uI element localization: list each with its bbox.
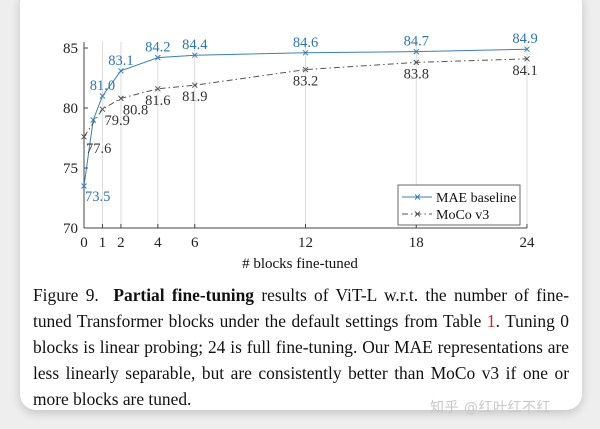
data-point-marker xyxy=(191,52,198,59)
figure-label: Figure 9. xyxy=(33,285,99,305)
data-point-marker xyxy=(524,46,530,53)
data-point-marker xyxy=(81,183,87,189)
data-point-marker xyxy=(99,106,106,113)
x-tick-label: 1 xyxy=(99,235,107,251)
data-label: 84.9 xyxy=(512,31,537,47)
data-label: 83.8 xyxy=(404,66,429,82)
data-label: 83.1 xyxy=(108,53,133,69)
legend-label: MoCo v3 xyxy=(436,208,489,223)
data-point-marker xyxy=(302,49,309,56)
data-point-marker xyxy=(90,117,97,123)
data-point-marker xyxy=(191,82,198,89)
x-tick-label: 18 xyxy=(409,235,424,251)
legend-marker xyxy=(414,211,421,217)
caption-bold: Partial fine-tuning xyxy=(113,285,255,305)
y-tick-label: 85 xyxy=(63,41,78,57)
data-label: 81.6 xyxy=(145,93,170,109)
data-label: 84.4 xyxy=(182,37,208,53)
x-axis-label: # blocks fine-tuned xyxy=(242,256,358,272)
data-label: 83.2 xyxy=(293,74,318,90)
data-label: 81.9 xyxy=(182,89,207,105)
data-label: 84.6 xyxy=(293,35,318,51)
data-point-marker xyxy=(118,67,124,74)
legend-label: MAE baseline xyxy=(436,191,516,206)
x-tick-label: 4 xyxy=(154,235,162,251)
legend-box xyxy=(397,184,521,226)
x-tick-label: 0 xyxy=(80,235,88,251)
data-point-marker xyxy=(81,133,87,140)
figure-caption: Figure 9. Partial fine-tuning results of… xyxy=(33,282,569,412)
data-point-marker xyxy=(154,54,161,61)
data-point-marker xyxy=(413,48,420,55)
legend-marker xyxy=(414,194,421,200)
x-tick-label: 2 xyxy=(117,235,125,251)
data-point-marker xyxy=(302,66,309,73)
data-point-marker xyxy=(154,85,161,92)
data-label: 80.8 xyxy=(123,102,148,118)
data-label: 81.0 xyxy=(90,78,115,94)
table-ref-link[interactable]: 1 xyxy=(486,311,496,331)
y-tick-label: 75 xyxy=(63,161,78,177)
data-point-marker xyxy=(524,55,530,62)
caption-text: results of ViT-L w.r.t. the number of fi… xyxy=(33,285,569,331)
series-line xyxy=(83,58,528,138)
data-point-marker xyxy=(118,95,124,102)
data-label: 84.7 xyxy=(404,34,429,50)
y-tick-label: 70 xyxy=(63,221,78,237)
data-label: 84.2 xyxy=(145,40,170,56)
data-label: 77.6 xyxy=(86,141,111,157)
x-tick-label: 12 xyxy=(298,235,313,251)
data-label: 73.5 xyxy=(85,189,110,205)
data-label: 84.1 xyxy=(512,63,537,79)
x-tick-label: 6 xyxy=(191,235,199,251)
data-label: 79.9 xyxy=(104,113,129,129)
x-tick-label: 24 xyxy=(520,235,536,251)
watermark: 知乎 @红叶红不红 xyxy=(430,400,551,416)
data-point-marker xyxy=(99,93,106,99)
caption-text-2: . Tuning 0 blocks is linear probing; 24 … xyxy=(33,311,569,409)
data-point-marker xyxy=(413,59,420,66)
y-tick-label: 80 xyxy=(63,101,78,117)
